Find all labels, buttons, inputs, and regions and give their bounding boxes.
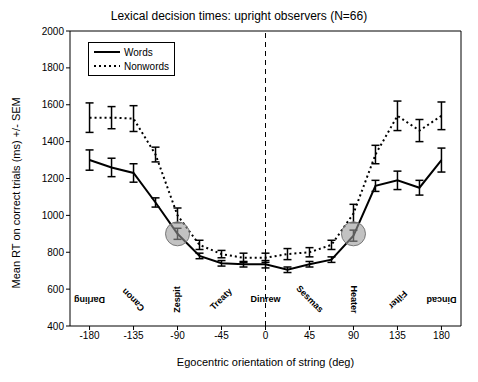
svg-text:1000: 1000 [42,210,65,221]
html-text:Nonwords: Nonwords [124,60,169,72]
svg-text:45: 45 [304,330,316,341]
svg-text:600: 600 [47,284,64,295]
svg-text:2000: 2000 [42,26,65,37]
svg-text:1800: 1800 [42,62,65,73]
svg-text:-90: -90 [170,330,185,341]
svg-text:Heater: Heater [349,285,359,314]
svg-text:800: 800 [47,247,64,258]
svg-text:Zespit: Zespit [172,286,182,313]
svg-text:-180: -180 [80,330,100,341]
svg-text:Dincad: Dincad [426,295,456,305]
svg-text:-45: -45 [214,330,229,341]
svg-text:Dinrew: Dinrew [250,294,281,304]
svg-text:Filter: Filter [386,289,409,312]
html-text:Words: Words [124,46,153,58]
html-text:Lexical decision times: uprigh: Lexical decision times: upright observer… [110,9,368,23]
svg-text:180: 180 [433,330,450,341]
svg-text:1600: 1600 [42,99,65,110]
svg-text:135: 135 [389,330,406,341]
svg-text:Darling: Darling [74,295,105,305]
svg-text:1400: 1400 [42,136,65,147]
svg-text:1200: 1200 [42,173,65,184]
svg-text:90: 90 [348,330,360,341]
svg-text:0: 0 [263,330,269,341]
svg-text:Canon: Canon [120,286,147,313]
svg-text:Sesmas: Sesmas [294,283,325,314]
svg-text:Egocentric orientation of stri: Egocentric orientation of string (deg) [177,356,354,368]
svg-text:-135: -135 [124,330,144,341]
svg-text:Treaty: Treaty [208,286,234,312]
svg-text:Mean RT on correct trials (ms): Mean RT on correct trials (ms) +/- SEM [10,97,22,288]
svg-text:400: 400 [47,321,64,332]
